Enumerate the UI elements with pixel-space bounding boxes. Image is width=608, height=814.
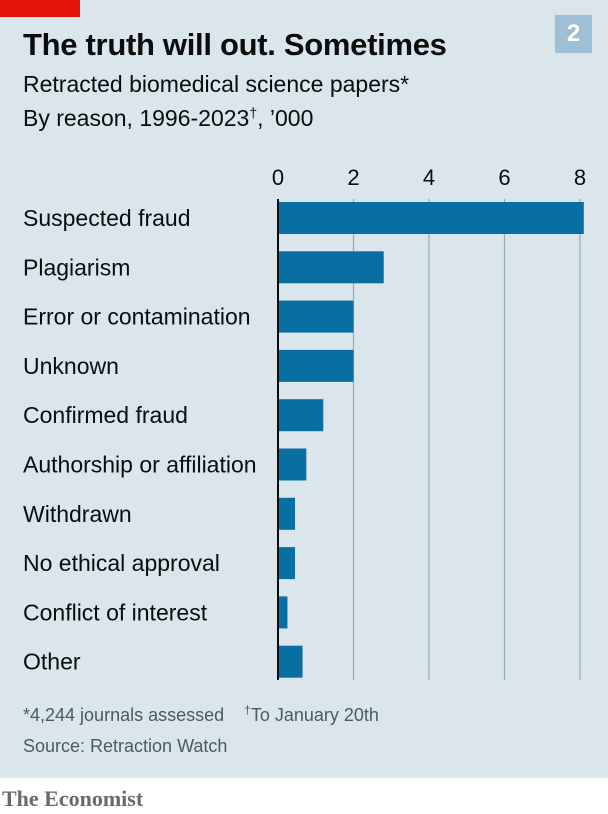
- category-label: Confirmed fraud: [23, 402, 188, 428]
- category-label: Unknown: [23, 353, 119, 379]
- category-label: Error or contamination: [23, 304, 251, 330]
- chart-number-badge: 2: [555, 15, 592, 53]
- x-tick-label: 2: [347, 165, 359, 190]
- chart-subtitle-secondary: By reason, 1996-2023†, ’000: [23, 105, 313, 132]
- category-label: Plagiarism: [23, 254, 130, 280]
- category-label: Other: [23, 649, 81, 675]
- footnote-date: To January 20th: [250, 705, 379, 725]
- bar: [278, 448, 307, 481]
- footnote: *4,244 journals assessed †To January 20th: [23, 703, 379, 726]
- bar: [278, 645, 303, 678]
- subtitle-period: By reason, 1996-2023: [23, 105, 250, 131]
- bar: [278, 251, 384, 284]
- bar: [278, 202, 584, 234]
- bar: [278, 300, 354, 333]
- footnote-dagger-mark: †: [244, 703, 251, 717]
- category-label: Conflict of interest: [23, 599, 208, 625]
- x-tick-label: 6: [498, 165, 510, 190]
- bar: [278, 399, 324, 432]
- brand-red-bar: [0, 0, 80, 17]
- bar-chart: 0 2 4 6 8 Suspected fraud Plagiarism Error or c…: [23, 165, 586, 680]
- chart-subtitle: Retracted biomedical science papers*: [23, 71, 410, 97]
- x-tick-label: 8: [574, 165, 586, 190]
- source-note: Source: Retraction Watch: [23, 736, 228, 756]
- chart-title: The truth will out. Sometimes: [23, 27, 447, 62]
- bar: [278, 547, 295, 580]
- economist-logo: The Economist: [2, 786, 144, 811]
- category-label: Withdrawn: [23, 501, 132, 527]
- category-label: Suspected fraud: [23, 205, 191, 231]
- subtitle-unit: , ’000: [257, 105, 314, 131]
- bar: [278, 349, 354, 382]
- x-tick-label: 0: [272, 165, 284, 190]
- bar: [278, 596, 288, 629]
- category-label: Authorship or affiliation: [23, 452, 257, 478]
- x-tick-label: 4: [423, 165, 435, 190]
- footnote-journals: *4,244 journals assessed: [23, 705, 225, 725]
- subtitle-dagger-mark: †: [249, 104, 258, 121]
- bar: [278, 497, 295, 530]
- chart-panel: [0, 0, 608, 778]
- category-label: No ethical approval: [23, 550, 220, 576]
